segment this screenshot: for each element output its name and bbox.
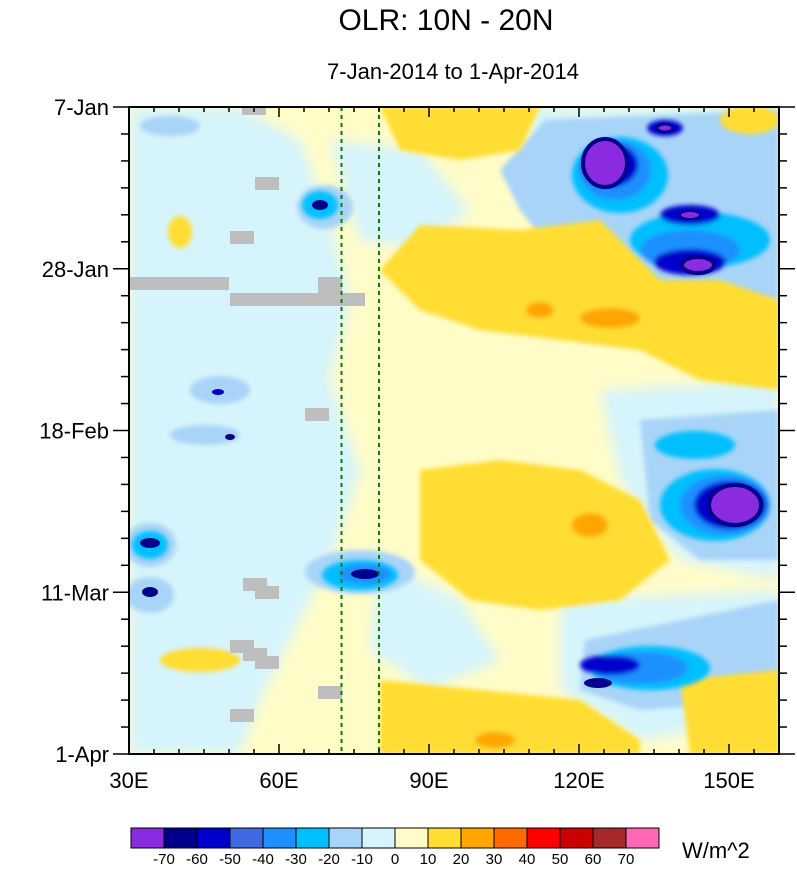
core-6: [140, 538, 160, 548]
missing-block: [255, 656, 279, 669]
colorbar-level-label: -10: [351, 851, 373, 868]
colorbar-level-label: 30: [486, 851, 503, 868]
blob-blue-mid2: [170, 425, 240, 445]
colorbar-level-label: 10: [420, 851, 437, 868]
colorbar-swatch: [625, 827, 660, 849]
x-tick-label: 30E: [109, 768, 148, 793]
missing-block: [129, 277, 229, 290]
region-neg-light-center: [330, 140, 470, 250]
colorbar-swatch: [130, 827, 165, 849]
blob-d10: [580, 655, 640, 675]
reference-lines: [340, 107, 380, 754]
core-9: [584, 678, 612, 688]
colorbar-level-label: 70: [618, 851, 635, 868]
x-tick-label: 120E: [553, 768, 604, 793]
colorbar-swatch: [559, 827, 594, 849]
missing-block: [318, 686, 342, 699]
colorbar-swatch: [163, 827, 198, 849]
colorbar-level-label: -60: [186, 851, 208, 868]
missing-block: [230, 293, 365, 306]
colorbar-swatch: [526, 827, 561, 849]
missing-block: [255, 586, 279, 599]
y-tick-label: 1-Apr: [55, 742, 109, 767]
y-tick-label: 11-Mar: [41, 580, 109, 605]
y-tick-label: 28-Jan: [42, 257, 109, 282]
region-neg-light-west: [129, 107, 360, 754]
y-axis: 7-Jan 28-Jan 18-Feb 11-Mar 1-Apr: [39, 95, 795, 767]
core-11: [225, 434, 235, 440]
missing-block: [255, 177, 279, 190]
colorbar-swatch: [196, 827, 231, 849]
colorbar-swatch: [328, 827, 363, 849]
colorbar-level-label: 40: [519, 851, 536, 868]
blob-c8: [655, 431, 735, 459]
plot-area: [129, 107, 779, 754]
colorbar-level-label: -30: [285, 851, 307, 868]
core-4: [655, 122, 675, 134]
missing-data: [129, 107, 365, 722]
missing-block: [318, 277, 342, 293]
x-axis: 30E 60E 90E 120E 150E: [109, 107, 780, 793]
y-tick-label: 7-Jan: [54, 95, 109, 120]
core-10: [679, 210, 701, 220]
core-7: [142, 587, 158, 597]
missing-block: [305, 408, 329, 421]
blob-orange-a: [580, 308, 640, 328]
region-pos-ne: [380, 220, 779, 390]
missing-block: [230, 231, 254, 244]
colorbar-swatch: [262, 827, 297, 849]
colorbar-level-label: 60: [585, 851, 602, 868]
colorbar-level-label: 50: [552, 851, 569, 868]
core-5: [351, 569, 379, 579]
core-3: [707, 483, 763, 527]
colorbar-level-label: -50: [219, 851, 241, 868]
anomaly-field-core: [140, 122, 763, 688]
colorbar-level-label: -70: [153, 851, 175, 868]
colorbar-level-label: 20: [453, 851, 470, 868]
y-tick-label: 18-Feb: [39, 419, 109, 444]
missing-block: [230, 709, 254, 722]
colorbar-swatch: [394, 827, 429, 849]
colorbar-level-label: -40: [252, 851, 274, 868]
colorbar-swatch: [229, 827, 264, 849]
region-pos-bob: [420, 460, 670, 610]
x-tick-label: 90E: [409, 768, 448, 793]
region-neg-light-south: [370, 560, 500, 690]
blob-pos-top-right: [720, 107, 779, 134]
x-tick-label: 150E: [703, 768, 754, 793]
colorbar-level-label: 0: [391, 851, 399, 868]
colorbar-swatch: [361, 827, 396, 849]
core-1: [581, 137, 629, 189]
colorbar-swatch: [295, 827, 330, 849]
blob-orange-d: [526, 302, 554, 318]
blob-orange-c: [475, 732, 515, 748]
region-pos-east-low: [680, 670, 779, 754]
core-2: [680, 255, 716, 275]
blob-pos-west2: [168, 216, 192, 248]
anomaly-field-positive: [160, 107, 779, 754]
colorbar-unit: W/m^2: [682, 838, 750, 863]
colorbar-swatch: [460, 827, 495, 849]
colorbar-swatch: [493, 827, 528, 849]
colorbar-swatch: [427, 827, 462, 849]
region-pos-south: [380, 680, 640, 754]
core-12: [212, 389, 224, 395]
blob-pos-west: [160, 648, 240, 672]
blob-blue-ul: [140, 116, 200, 136]
chart-subtitle: 7-Jan-2014 to 1-Apr-2014: [327, 59, 579, 84]
blob-orange-b: [572, 513, 608, 537]
colorbar-level-label: -20: [318, 851, 340, 868]
colorbar-swatch: [592, 827, 627, 849]
colorbar: -70 -60 -50 -40 -30 -20 -10 0 10 20 30 40 50 60 70: [130, 827, 660, 868]
region-pos-top: [380, 107, 540, 160]
x-tick-label: 60E: [259, 768, 298, 793]
core-8: [312, 200, 328, 210]
chart-title: OLR: 10N - 20N: [338, 4, 553, 37]
